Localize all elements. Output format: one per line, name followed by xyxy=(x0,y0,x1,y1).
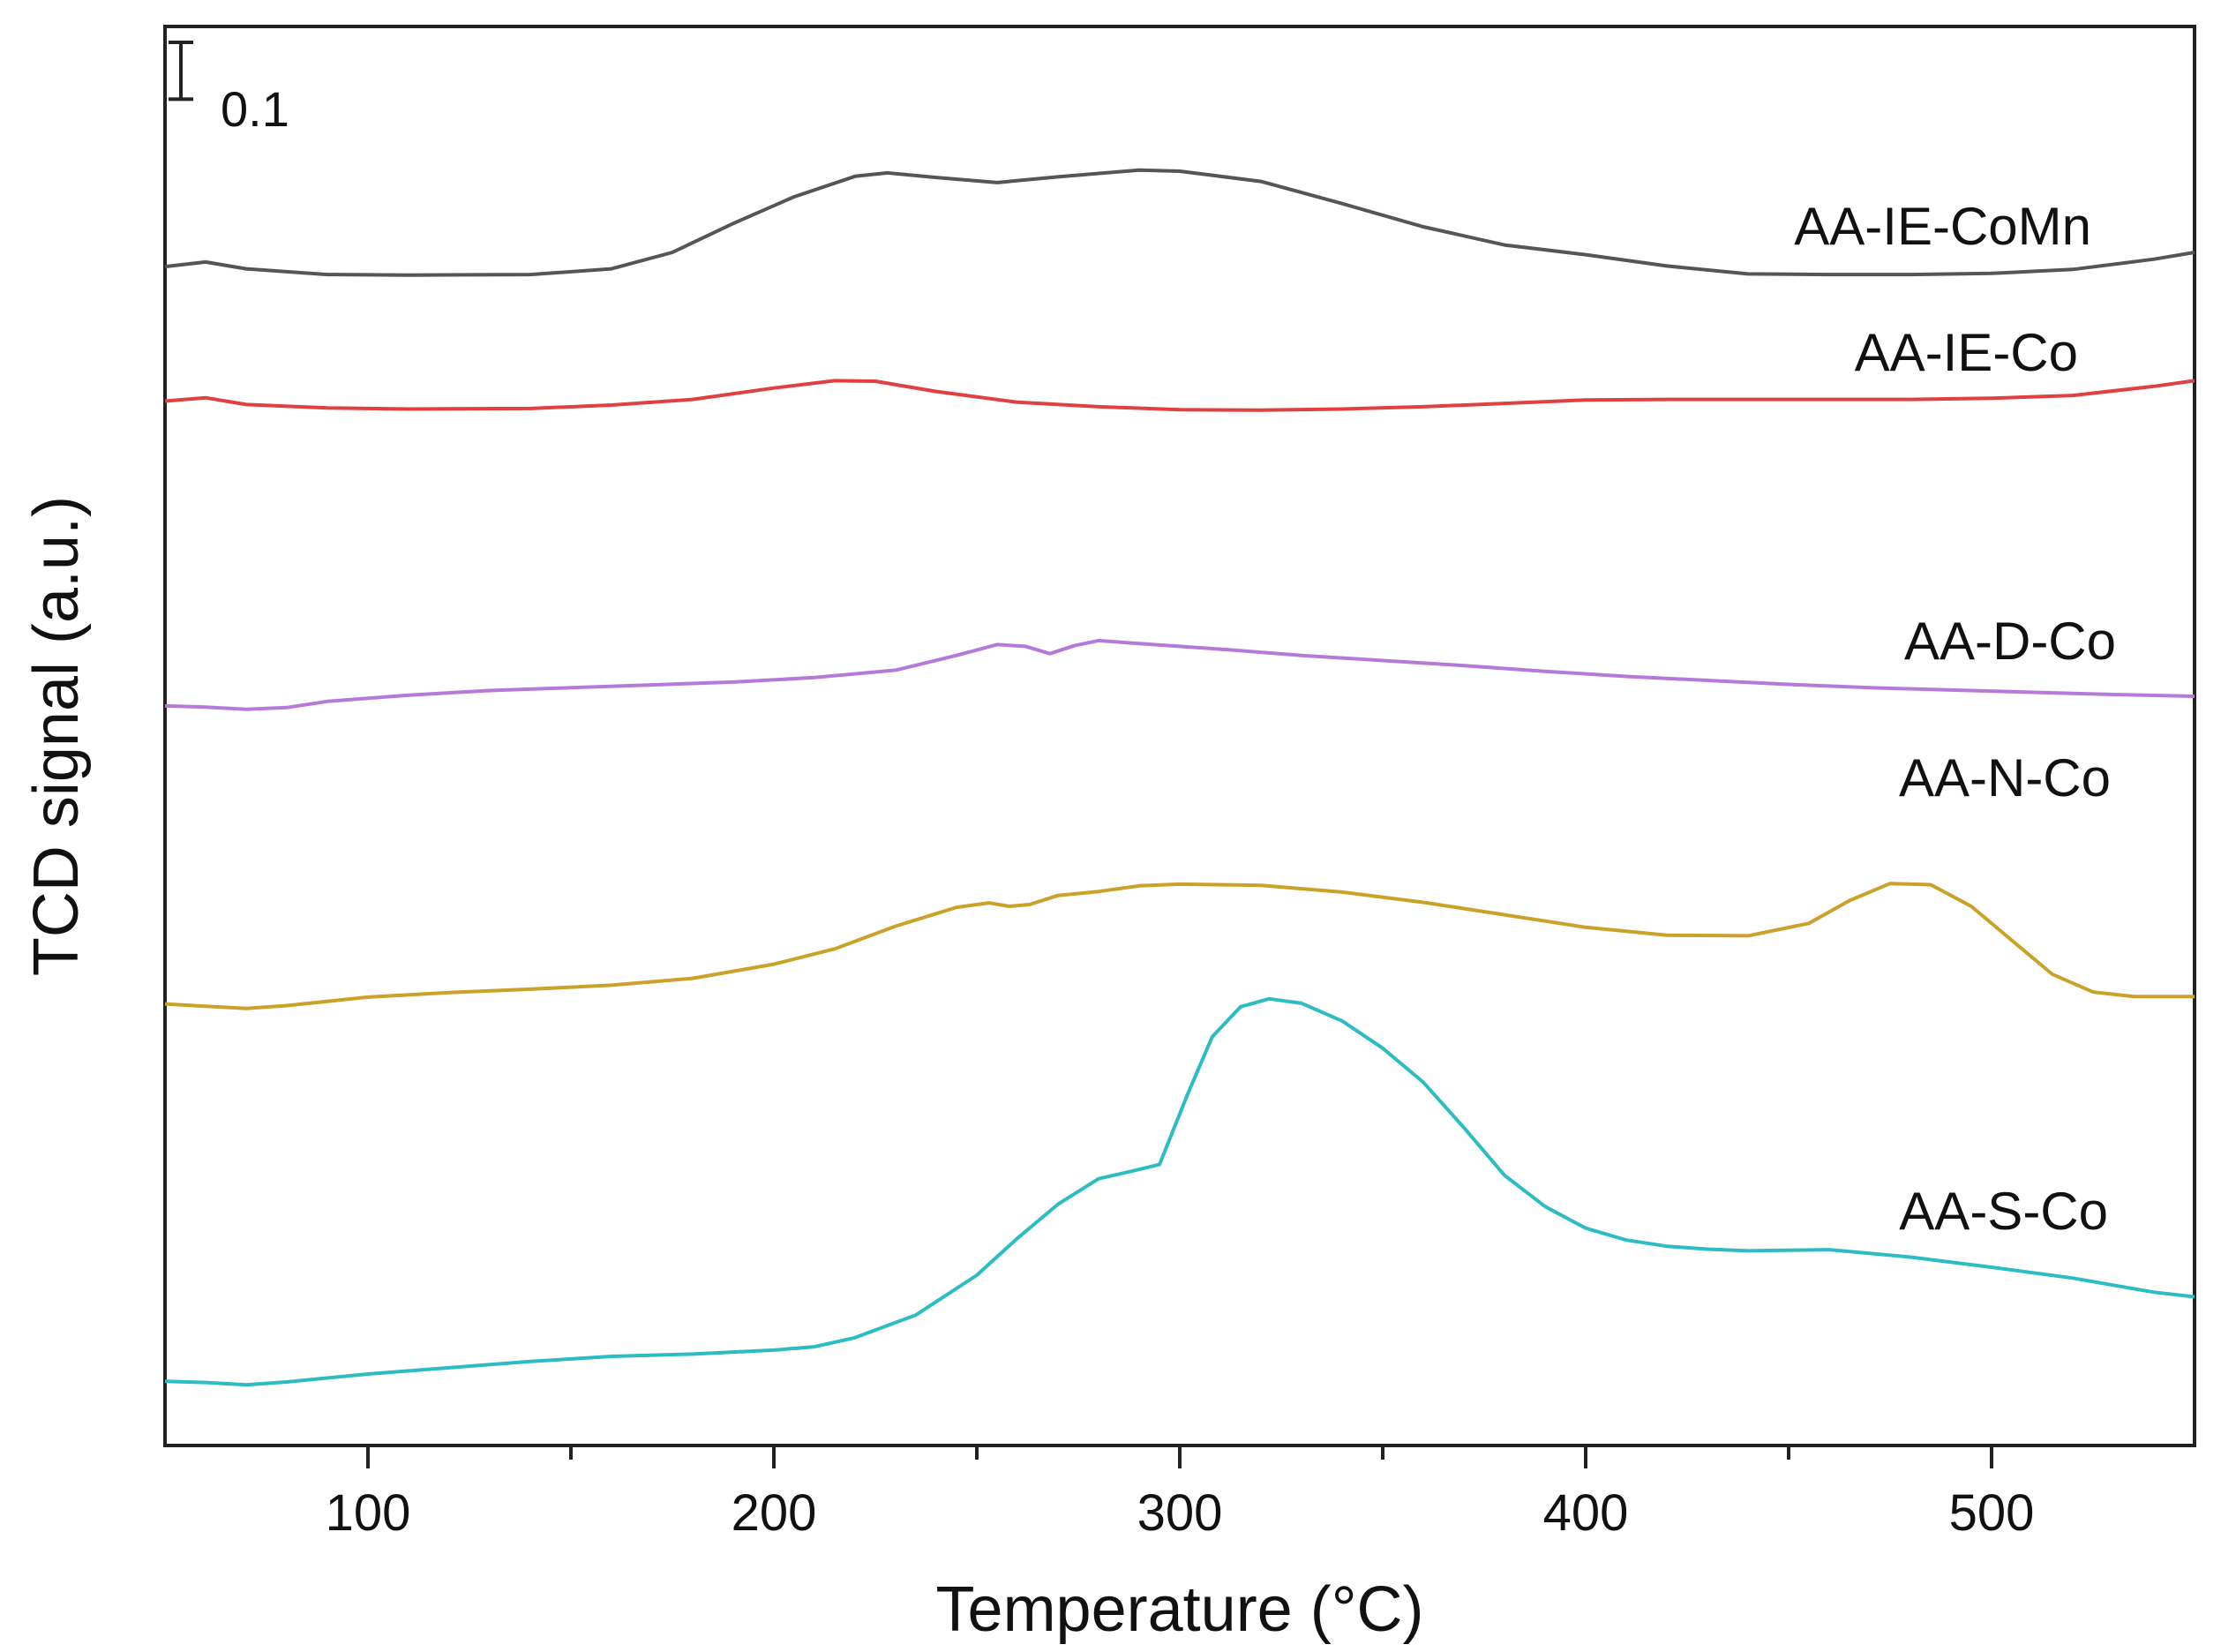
scale-bar-label: 0.1 xyxy=(221,81,289,137)
series-line-aa-s-co xyxy=(164,996,2195,1387)
series-label-aa-ie-co: AA-IE-Co xyxy=(1855,323,2078,382)
series-label-aa-n-co: AA-N-Co xyxy=(1899,748,2111,807)
x-tick-label: 300 xyxy=(1137,1484,1223,1542)
series-label-aa-s-co: AA-S-Co xyxy=(1899,1182,2108,1241)
series-line-aa-ie-comn xyxy=(164,168,2195,277)
series-line-aa-n-co xyxy=(164,882,2195,1010)
series-label-aa-d-co: AA-D-Co xyxy=(1904,612,2116,671)
x-tick-label: 100 xyxy=(326,1484,411,1542)
x-tick-label: 400 xyxy=(1543,1484,1629,1542)
scale-bar: 0.1 xyxy=(169,41,289,137)
x-tick-label: 500 xyxy=(1949,1484,2035,1542)
x-axis-ticks: 100 200 300 400 500 xyxy=(326,1446,2035,1542)
series-line-aa-d-co xyxy=(164,638,2195,711)
x-tick-label: 200 xyxy=(732,1484,817,1542)
x-axis-title: Temperature (°C) xyxy=(936,1574,1424,1645)
series-line-aa-ie-co xyxy=(164,379,2195,412)
y-axis-title: TCD signal (a.u.) xyxy=(21,496,92,976)
series-label-aa-ie-comn: AA-IE-CoMn xyxy=(1794,197,2091,256)
series-layer xyxy=(164,168,2195,1387)
